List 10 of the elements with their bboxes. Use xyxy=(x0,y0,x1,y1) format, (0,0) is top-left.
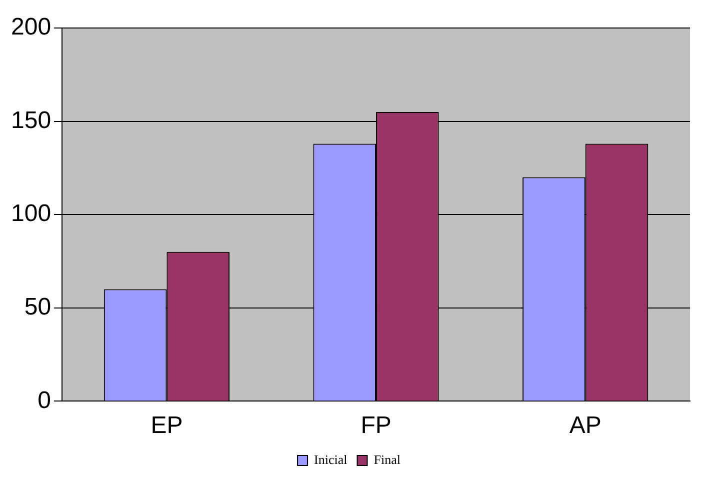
legend-label: Final xyxy=(374,452,401,467)
legend-label: Inicial xyxy=(314,452,348,467)
y-tick-label: 50 xyxy=(24,294,52,321)
x-tick-label: AP xyxy=(569,412,602,440)
x-tick-label: EP xyxy=(150,412,183,440)
y-tick-label: 0 xyxy=(38,386,52,414)
x-tick-label: FP xyxy=(360,412,392,440)
y-tick-label: 100 xyxy=(10,200,52,228)
y-tick-label: 150 xyxy=(10,106,52,134)
y-tick-label: 200 xyxy=(10,14,52,41)
